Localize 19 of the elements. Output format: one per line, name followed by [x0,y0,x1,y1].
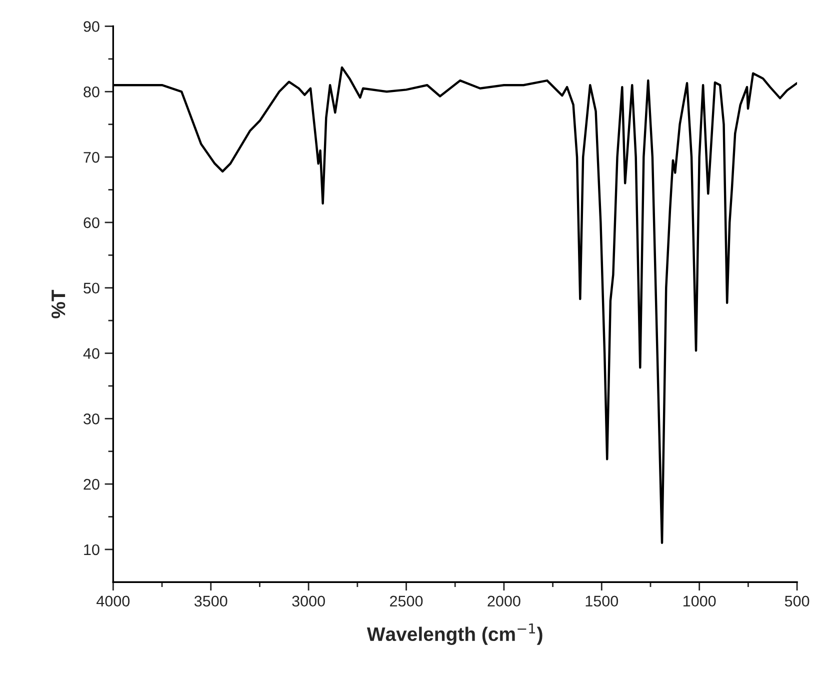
y-tick-label: 30 [84,414,100,424]
x-tick-label: 4000 [96,596,130,607]
x-tick-label: 2000 [488,596,520,607]
x-tick-label: 500 [784,596,810,607]
y-tick-label: 50 [84,282,100,294]
x-tick-label: 1000 [684,596,716,607]
y-tick-label: 10 [84,544,100,556]
y-tick-label: 90 [84,21,100,32]
y-tick-label: 80 [84,86,100,98]
x-tick-label: 1500 [586,596,618,607]
y-tick-label: 20 [84,478,100,490]
y-tick-label: 70 [84,152,100,163]
y-tick-label: 40 [83,348,100,359]
x-axis-title: Wavelength (cm$^{−1}$) [366,623,542,645]
y-axis-title: %T [52,290,66,318]
x-tick-label: 2500 [390,596,423,607]
y-tick-label: 60 [84,217,100,228]
x-tick-label: 3500 [194,596,228,607]
x-tick-label: 3000 [292,596,325,607]
